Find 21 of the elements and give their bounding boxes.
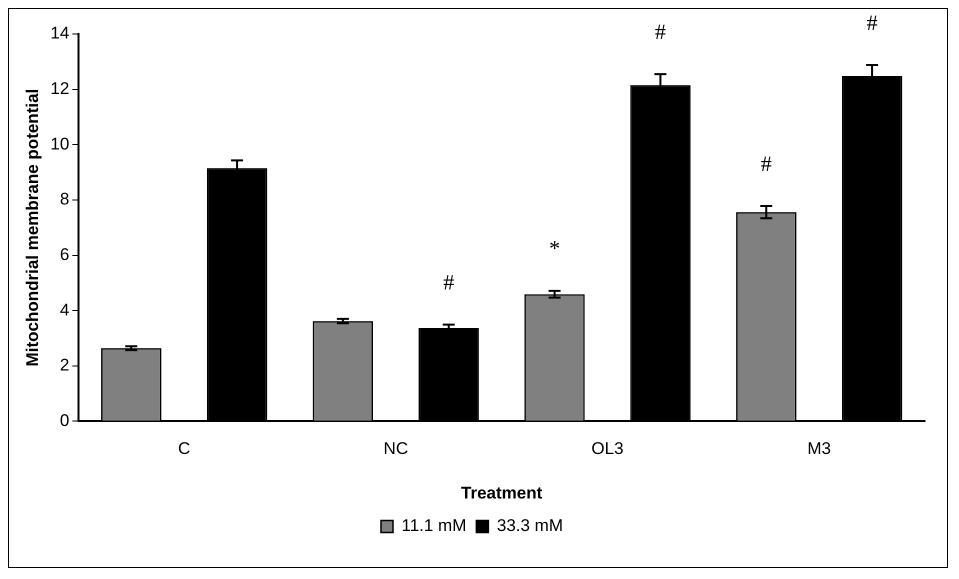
y-tick-label: 10 [50,134,70,154]
y-axis-title: Mitochondrial membrane potential [22,88,42,366]
y-tick-label: 4 [60,300,70,320]
data-label: # [443,269,454,294]
y-tick-label: 0 [60,410,70,430]
x-tick-label: NC [384,439,408,458]
x-axis-title: Treatment [461,483,543,502]
x-tick-label: OL3 [591,439,624,458]
y-tick-label: 14 [50,24,70,43]
data-label: # [654,18,666,44]
data-label: * [549,236,560,261]
y-tick-label: 2 [60,356,70,375]
data-label: # [760,150,772,176]
y-tick-label: 6 [60,244,70,264]
legend-label: 11.1 mM [402,516,466,536]
y-tick-label: 8 [60,190,70,209]
x-tick-label: M3 [807,439,831,458]
x-tick-label: C [178,439,190,458]
y-tick-label: 12 [50,79,70,98]
data-label: # [866,10,878,35]
legend-label: 33.3 mM [496,516,564,536]
